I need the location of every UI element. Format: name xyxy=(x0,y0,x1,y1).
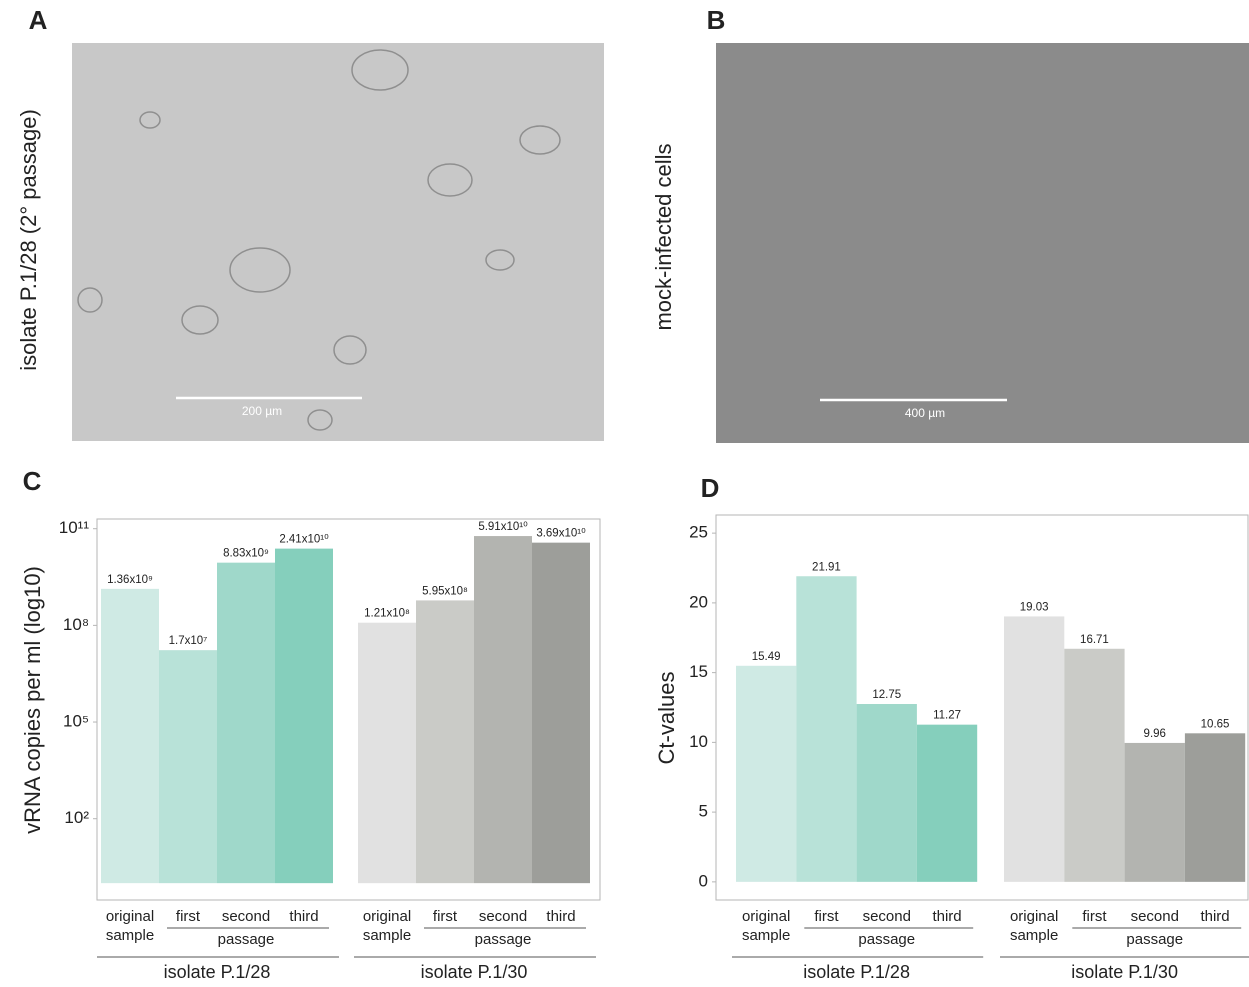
scale-bar-label: 200 µm xyxy=(242,404,282,418)
image xyxy=(716,43,1249,443)
micrograph-a: 200 µm xyxy=(72,43,604,441)
value-label: 15.49 xyxy=(752,651,781,663)
y-tick-label: 0 xyxy=(699,871,708,890)
category-group-label: passage xyxy=(218,931,275,948)
y-tick-label: 10⁸ xyxy=(63,615,89,634)
x-tick-label: second xyxy=(222,908,270,925)
y-tick-label: 10 xyxy=(689,732,708,751)
group-label: isolate P.1/28 xyxy=(803,962,910,982)
bar xyxy=(857,704,917,882)
group-label: isolate P.1/28 xyxy=(164,962,271,982)
value-label: 1.21x10⁸ xyxy=(364,608,410,620)
page: A B 200 µm isolate P.1/28 (2° passage) 4… xyxy=(0,0,1249,987)
value-label: 9.96 xyxy=(1144,728,1166,740)
x-tick-label: second xyxy=(479,908,527,925)
value-label: 19.03 xyxy=(1020,601,1049,613)
bar xyxy=(1064,649,1124,882)
y-tick-label: 10² xyxy=(64,808,89,827)
bar xyxy=(275,549,333,884)
x-tick-label: first xyxy=(176,908,201,925)
value-label: 21.91 xyxy=(812,561,841,573)
bar xyxy=(1185,733,1245,882)
panel-letter: C xyxy=(23,466,42,496)
panel-letter: A xyxy=(29,5,48,35)
micrograph-label: isolate P.1/28 (2° passage) xyxy=(16,109,41,371)
y-axis-label: vRNA copies per ml (log10) xyxy=(20,566,45,834)
panel-letter: D xyxy=(701,473,720,503)
bar xyxy=(217,563,275,883)
x-tick-label: second xyxy=(1131,908,1179,925)
y-tick-label: 10⁵ xyxy=(63,712,89,731)
value-label: 5.95x10⁸ xyxy=(422,585,468,597)
y-tick-label: 5 xyxy=(699,802,708,821)
bar xyxy=(796,576,856,882)
x-tick-label: third xyxy=(289,908,318,925)
value-label: 11.27 xyxy=(933,710,961,722)
bar xyxy=(1125,743,1185,882)
x-tick-label: first xyxy=(433,908,458,925)
value-label: 12.75 xyxy=(872,689,901,701)
value-label: 2.41x10¹⁰ xyxy=(279,534,329,546)
x-tick-label: third xyxy=(546,908,575,925)
micrograph-b: 400 µm xyxy=(716,43,1249,443)
group-label: isolate P.1/30 xyxy=(421,962,528,982)
y-tick-label: 10¹¹ xyxy=(59,518,90,537)
value-label: 5.91x10¹⁰ xyxy=(478,521,528,533)
y-tick-label: 25 xyxy=(689,523,708,542)
group-label: isolate P.1/30 xyxy=(1071,962,1178,982)
y-tick-label: 15 xyxy=(689,662,708,681)
bar xyxy=(532,543,590,883)
x-tick-label: first xyxy=(814,908,839,925)
category-group-label: passage xyxy=(475,931,532,948)
x-tick-label: third xyxy=(932,908,961,925)
value-label: 1.36x10⁹ xyxy=(107,574,153,586)
figure: A B 200 µm isolate P.1/28 (2° passage) 4… xyxy=(0,0,1249,987)
value-label: 10.65 xyxy=(1201,718,1230,730)
bar xyxy=(358,623,416,883)
image xyxy=(72,43,604,441)
bar xyxy=(474,536,532,883)
scale-bar-label: 400 µm xyxy=(905,406,945,420)
x-tick-label: third xyxy=(1200,908,1229,925)
x-tick-label: first xyxy=(1082,908,1107,925)
bar xyxy=(101,589,159,883)
value-label: 3.69x10¹⁰ xyxy=(536,528,586,540)
y-tick-label: 20 xyxy=(689,592,708,611)
bar xyxy=(917,725,977,882)
bar xyxy=(736,666,796,882)
value-label: 16.71 xyxy=(1080,634,1109,646)
panel-letter: B xyxy=(707,5,726,35)
category-group-label: passage xyxy=(1126,931,1183,948)
micrograph-label: mock-infected cells xyxy=(651,143,676,330)
x-tick-label: second xyxy=(863,908,911,925)
value-label: 1.7x10⁷ xyxy=(169,635,208,647)
bar xyxy=(1004,616,1064,881)
bar xyxy=(416,600,474,883)
category-group-label: passage xyxy=(858,931,915,948)
value-label: 8.83x10⁹ xyxy=(223,548,269,560)
y-axis-label: Ct-values xyxy=(654,672,679,765)
bar xyxy=(159,650,217,883)
